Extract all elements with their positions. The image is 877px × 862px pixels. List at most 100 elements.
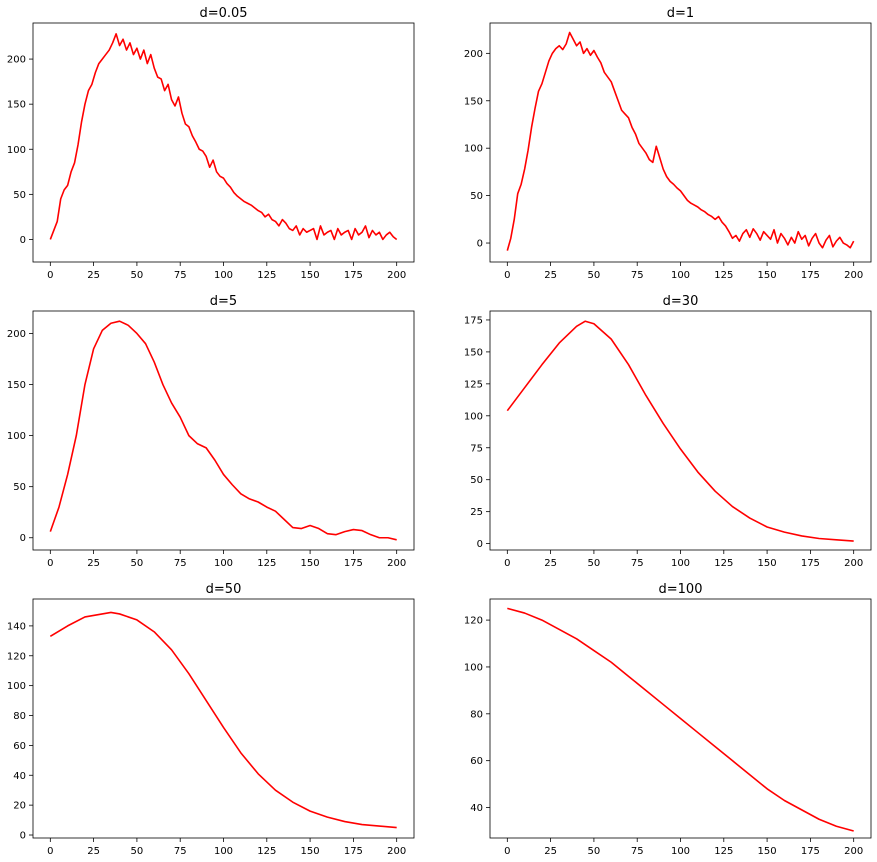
subplot-5: d=50 0 25 50 75 100 125 150 175 200 0 20 40 60 80 100 12… bbox=[7, 582, 415, 857]
y-tick-label: 150 bbox=[7, 380, 26, 391]
x-tick-label: 0 bbox=[47, 846, 53, 857]
x-tick-label: 150 bbox=[301, 558, 320, 569]
y-tick-label: 50 bbox=[13, 482, 26, 493]
y-tick-label: 150 bbox=[464, 347, 483, 358]
y-tick-label: 120 bbox=[7, 651, 26, 662]
x-tick-label: 100 bbox=[214, 558, 233, 569]
y-tick-label: 150 bbox=[464, 96, 483, 107]
x-tick-label: 0 bbox=[504, 270, 510, 281]
y-tick-label: 0 bbox=[477, 539, 483, 550]
x-tick-label: 100 bbox=[214, 270, 233, 281]
x-tick-label: 50 bbox=[131, 846, 144, 857]
y-tick-label: 100 bbox=[464, 144, 483, 155]
y-tick-label: 200 bbox=[464, 49, 483, 60]
subplot-title: d=0.05 bbox=[199, 6, 247, 21]
subplot-4: d=30 0 25 50 75 100 125 150 175 200 0 25 50 75 100 125 1… bbox=[464, 294, 872, 569]
x-tick-label: 25 bbox=[544, 558, 557, 569]
y-tick-label: 50 bbox=[13, 190, 26, 201]
y-tick-label: 80 bbox=[13, 711, 26, 722]
x-tick-label: 125 bbox=[257, 270, 276, 281]
y-tick-label: 100 bbox=[464, 411, 483, 422]
x-tick-label: 200 bbox=[844, 558, 863, 569]
subplot-2: d=1 0 25 50 75 100 125 150 175 200 0 50 100 150 200 bbox=[464, 6, 872, 281]
y-tick-label: 200 bbox=[7, 55, 26, 66]
x-tick-label: 125 bbox=[257, 558, 276, 569]
axes-frame bbox=[489, 310, 872, 551]
subplot-title: d=100 bbox=[659, 582, 703, 597]
x-tick-label: 25 bbox=[544, 270, 557, 281]
y-tick-label: 125 bbox=[464, 379, 483, 390]
series-line-1 bbox=[49, 33, 398, 241]
x-tick-label: 125 bbox=[257, 846, 276, 857]
subplot-1: d=0.05 0 25 50 75 100 125 150 175 200 0 50 100 150 200 bbox=[7, 6, 415, 281]
x-tick-label: 175 bbox=[801, 270, 820, 281]
y-tick-label: 120 bbox=[464, 616, 483, 627]
y-tick-label: 25 bbox=[470, 507, 483, 518]
axes-frame bbox=[32, 310, 415, 551]
series-line-1 bbox=[506, 31, 855, 251]
y-tick-label: 150 bbox=[7, 100, 26, 111]
y-tick-label: 175 bbox=[464, 315, 483, 326]
x-tick-label: 0 bbox=[504, 558, 510, 569]
y-tick-label: 0 bbox=[477, 239, 483, 250]
x-tick-label: 75 bbox=[174, 846, 187, 857]
subplot-title: d=5 bbox=[210, 294, 237, 309]
x-tick-label: 75 bbox=[631, 846, 644, 857]
x-tick-label: 150 bbox=[301, 846, 320, 857]
x-tick-label: 150 bbox=[758, 558, 777, 569]
x-tick-label: 150 bbox=[301, 270, 320, 281]
x-tick-label: 0 bbox=[504, 846, 510, 857]
y-tick-label: 100 bbox=[7, 681, 26, 692]
y-tick-label: 50 bbox=[470, 191, 483, 202]
y-tick-label: 80 bbox=[470, 709, 483, 720]
x-tick-label: 175 bbox=[344, 558, 363, 569]
x-tick-label: 50 bbox=[588, 846, 601, 857]
series-line-1 bbox=[49, 611, 397, 829]
x-tick-label: 50 bbox=[588, 270, 601, 281]
x-tick-label: 125 bbox=[714, 270, 733, 281]
subplot-3: d=5 0 25 50 75 100 125 150 175 200 0 50 100 150 200 bbox=[7, 294, 415, 569]
y-tick-label: 50 bbox=[470, 475, 483, 486]
x-tick-label: 75 bbox=[174, 270, 187, 281]
x-tick-label: 50 bbox=[588, 558, 601, 569]
axes-frame bbox=[32, 598, 415, 839]
x-tick-label: 75 bbox=[631, 558, 644, 569]
series-line-1 bbox=[507, 607, 854, 832]
y-tick-label: 0 bbox=[20, 831, 26, 842]
x-tick-label: 100 bbox=[671, 846, 690, 857]
x-tick-label: 100 bbox=[671, 558, 690, 569]
subplot-title: d=1 bbox=[667, 6, 694, 21]
subplot-title: d=30 bbox=[663, 294, 699, 309]
y-tick-label: 100 bbox=[7, 145, 26, 156]
x-tick-label: 200 bbox=[387, 846, 406, 857]
x-tick-label: 175 bbox=[344, 846, 363, 857]
y-tick-label: 40 bbox=[13, 771, 26, 782]
x-tick-label: 125 bbox=[714, 846, 733, 857]
x-tick-label: 200 bbox=[387, 270, 406, 281]
x-tick-label: 175 bbox=[801, 558, 820, 569]
axes-frame bbox=[489, 22, 872, 263]
subplot-title: d=50 bbox=[206, 582, 242, 597]
y-tick-label: 75 bbox=[470, 443, 483, 454]
y-tick-label: 60 bbox=[13, 741, 26, 752]
x-tick-label: 25 bbox=[87, 846, 100, 857]
x-tick-label: 200 bbox=[844, 270, 863, 281]
y-tick-label: 20 bbox=[13, 801, 26, 812]
x-tick-label: 175 bbox=[801, 846, 820, 857]
x-tick-label: 150 bbox=[758, 270, 777, 281]
y-tick-label: 60 bbox=[470, 756, 483, 767]
y-tick-label: 40 bbox=[470, 803, 483, 814]
x-tick-label: 50 bbox=[131, 270, 144, 281]
x-tick-label: 125 bbox=[714, 558, 733, 569]
series-line-1 bbox=[506, 320, 854, 542]
x-tick-label: 75 bbox=[631, 270, 644, 281]
x-tick-label: 0 bbox=[47, 270, 53, 281]
x-tick-label: 150 bbox=[758, 846, 777, 857]
x-tick-label: 25 bbox=[87, 558, 100, 569]
x-tick-label: 50 bbox=[131, 558, 144, 569]
x-tick-label: 200 bbox=[387, 558, 406, 569]
x-tick-label: 100 bbox=[214, 846, 233, 857]
x-tick-label: 200 bbox=[844, 846, 863, 857]
y-tick-label: 200 bbox=[7, 329, 26, 340]
